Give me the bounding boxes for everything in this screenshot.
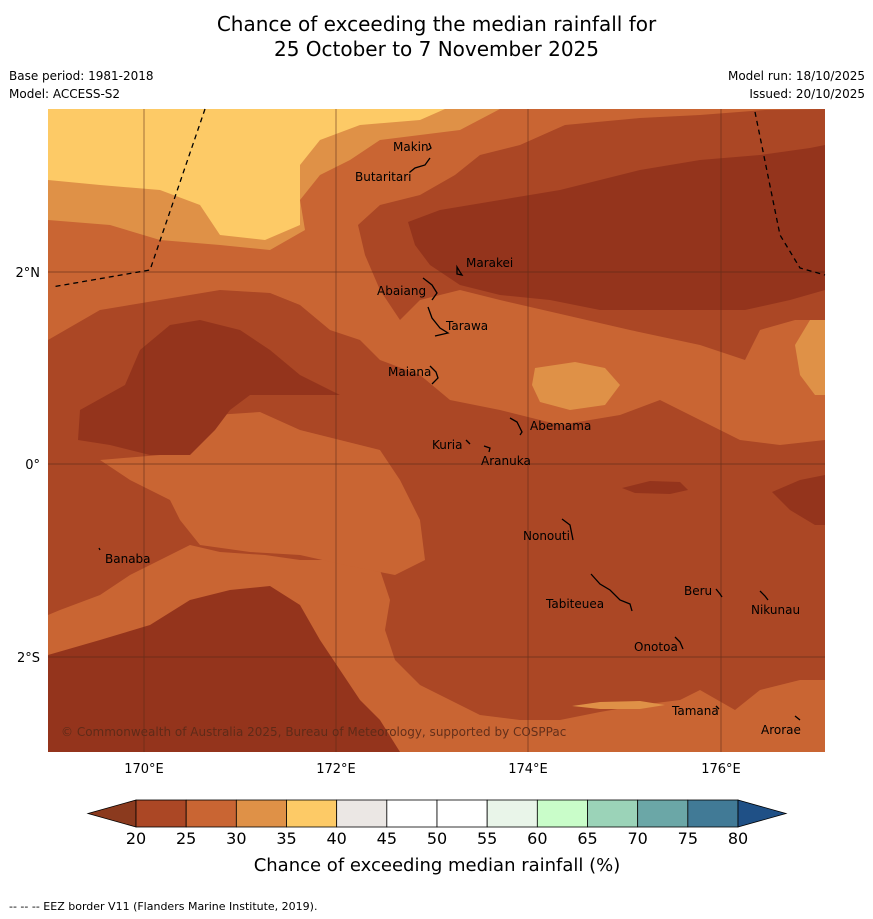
map-title: Chance of exceeding the median rainfall … bbox=[0, 12, 873, 62]
colorbar-swatch bbox=[185, 799, 237, 828]
colorbar-swatch bbox=[135, 799, 187, 828]
contour-20-25 bbox=[48, 290, 825, 752]
colorbar-tick-label: 45 bbox=[377, 829, 397, 848]
colorbar-tick-label: 80 bbox=[728, 829, 748, 848]
lat-label: 2°S bbox=[17, 651, 40, 666]
contour-below-20 bbox=[622, 481, 688, 494]
colorbar-tick-label: 70 bbox=[627, 829, 647, 848]
place-label: Butaritari bbox=[355, 170, 412, 184]
place-label: Tabiteuea bbox=[545, 597, 604, 611]
colorbar-swatch bbox=[286, 799, 338, 828]
place-label: Maiana bbox=[388, 365, 431, 379]
contour-30-35 bbox=[572, 701, 665, 709]
contour-30-35 bbox=[795, 315, 825, 395]
place-label: Aranuka bbox=[481, 454, 531, 468]
colorbar-swatch bbox=[687, 799, 739, 828]
colorbar-swatch bbox=[536, 799, 588, 828]
colorbar-extend-high bbox=[737, 799, 788, 828]
place-label: Abemama bbox=[530, 419, 591, 433]
colorbar-tick-label: 55 bbox=[477, 829, 497, 848]
lat-label: 2°N bbox=[16, 266, 41, 281]
colorbar-swatch bbox=[436, 799, 488, 828]
longitude-labels: 170°E 172°E 174°E 176°E bbox=[124, 762, 741, 777]
eez-border bbox=[51, 108, 826, 288]
colorbar-swatch bbox=[587, 799, 639, 828]
place-label: Nikunau bbox=[751, 603, 800, 617]
meta-right: Model run: 18/10/2025 Issued: 20/10/2025 bbox=[728, 67, 865, 103]
place-label: Nonouti bbox=[523, 529, 570, 543]
place-label: Arorae bbox=[761, 723, 801, 737]
latitude-labels: 2°N 0° 2°S bbox=[16, 266, 41, 666]
lon-label: 176°E bbox=[701, 762, 741, 777]
colorbar-tick-label: 25 bbox=[176, 829, 196, 848]
colorbar-tick-label: 50 bbox=[427, 829, 447, 848]
colorbar-tick-label: 75 bbox=[678, 829, 698, 848]
colorbar: 20 25 30 35 40 45 50 55 60 65 70 75 80 bbox=[86, 799, 788, 848]
colorbar-extend-low bbox=[86, 799, 137, 828]
contour-below-20 bbox=[78, 320, 340, 455]
base-period: Base period: 1981-2018 bbox=[9, 69, 154, 83]
colorbar-tick-label: 40 bbox=[326, 829, 346, 848]
lon-label: 174°E bbox=[508, 762, 548, 777]
colorbar-label: Chance of exceeding median rainfall (%) bbox=[254, 855, 621, 876]
colorbar-swatch bbox=[486, 799, 538, 828]
place-label: Banaba bbox=[105, 552, 151, 566]
island-outlines bbox=[98, 142, 801, 721]
meta-left: Base period: 1981-2018 Model: ACCESS-S2 bbox=[9, 67, 154, 103]
place-labels: Makin Butaritari Marakei Abaiang Tarawa … bbox=[105, 140, 801, 737]
contour-30-35 bbox=[532, 362, 620, 410]
contour-below-20 bbox=[48, 586, 400, 752]
place-label: Tamana bbox=[671, 704, 719, 718]
title-line-2: 25 October to 7 November 2025 bbox=[273, 37, 600, 61]
place-label: Kuria bbox=[432, 438, 463, 452]
colorbar-tick-label: 30 bbox=[226, 829, 246, 848]
place-label: Beru bbox=[684, 584, 712, 598]
place-label: Tarawa bbox=[445, 319, 488, 333]
colorbar-tick-label: 20 bbox=[126, 829, 146, 848]
contour-below-20 bbox=[772, 475, 825, 525]
graticule bbox=[48, 109, 825, 752]
title-line-1: Chance of exceeding the median rainfall … bbox=[216, 12, 657, 36]
issued-date: Issued: 20/10/2025 bbox=[749, 87, 865, 101]
colorbar-swatch bbox=[386, 799, 438, 828]
lon-label: 170°E bbox=[124, 762, 164, 777]
contour-25-30 bbox=[560, 680, 825, 752]
colorbar-tick-label: 35 bbox=[276, 829, 296, 848]
model-run: Model run: 18/10/2025 bbox=[727, 69, 865, 83]
footer-note: -- -- -- EEZ border V11 (Flanders Marine… bbox=[9, 900, 318, 913]
place-label: Abaiang bbox=[377, 284, 426, 298]
colorbar-swatch bbox=[235, 799, 287, 828]
place-label: Makin bbox=[393, 140, 429, 154]
colorbar-swatch bbox=[637, 799, 689, 828]
model-name: Model: ACCESS-S2 bbox=[9, 87, 121, 101]
lon-label: 172°E bbox=[316, 762, 356, 777]
rainfall-contours bbox=[48, 109, 825, 752]
colorbar-swatch bbox=[336, 799, 388, 828]
copyright-text: © Commonwealth of Australia 2025, Bureau… bbox=[61, 725, 566, 739]
lat-label: 0° bbox=[25, 458, 40, 473]
place-label: Onotoa bbox=[634, 640, 678, 654]
colorbar-tick-label: 65 bbox=[577, 829, 597, 848]
contour-35-40 bbox=[48, 109, 445, 240]
place-label: Marakei bbox=[466, 256, 513, 270]
colorbar-tick-label: 60 bbox=[527, 829, 547, 848]
